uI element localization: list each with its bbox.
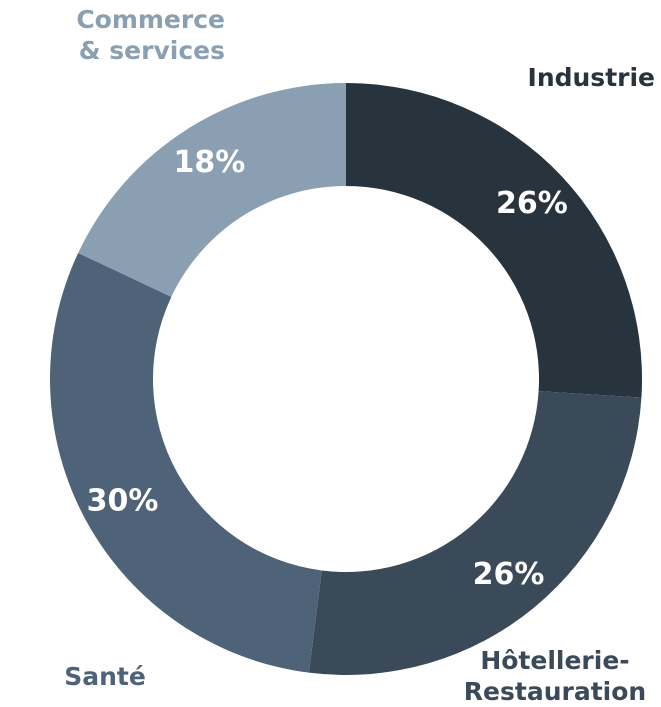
value-label: 18% (173, 145, 245, 180)
category-label: Hôtellerie-Restauration (463, 646, 647, 706)
category-label: Santé (64, 662, 146, 691)
value-label: 30% (87, 483, 159, 518)
category-label: Commerce & services (76, 5, 225, 65)
donut-segment (78, 82, 346, 297)
donut-segment (308, 391, 642, 675)
donut-segment (346, 83, 642, 398)
category-label: Industrie (527, 63, 655, 92)
value-label: 26% (496, 186, 568, 221)
value-label: 26% (473, 557, 545, 592)
donut-segment (50, 252, 322, 673)
